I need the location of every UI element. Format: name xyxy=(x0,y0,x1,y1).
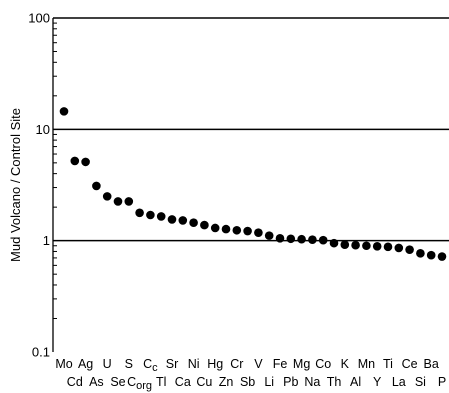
data-point xyxy=(156,212,166,221)
y-tick-label: 100 xyxy=(28,11,50,26)
data-point xyxy=(405,245,414,254)
x-tick-label: La xyxy=(392,375,406,389)
x-tick-label: Cu xyxy=(196,375,212,389)
y-tick-label: 0.1 xyxy=(32,345,50,360)
x-tick-label: Ca xyxy=(175,375,191,389)
x-tick-label: P xyxy=(438,375,446,389)
x-tick-label: Ba xyxy=(424,357,439,371)
data-point xyxy=(102,192,112,201)
data-point xyxy=(416,249,425,258)
data-point xyxy=(297,234,306,244)
data-point xyxy=(394,243,404,253)
y-tick-label: 10 xyxy=(36,122,50,137)
x-tick-label: Li xyxy=(264,375,274,389)
x-tick-label: Cd xyxy=(67,375,83,389)
data-point xyxy=(340,240,350,249)
data-point xyxy=(264,231,274,240)
data-point xyxy=(286,234,296,244)
data-point xyxy=(81,157,90,167)
data-point xyxy=(178,216,188,225)
x-tick-label: Ti xyxy=(383,357,393,371)
x-tick-label: Tl xyxy=(156,375,166,389)
x-tick-label: U xyxy=(103,357,112,371)
x-tick-label: Si xyxy=(415,375,426,389)
data-point xyxy=(210,223,220,233)
x-tick-label: K xyxy=(341,357,350,371)
data-point xyxy=(189,218,198,228)
data-point xyxy=(146,210,155,220)
data-point xyxy=(372,242,382,251)
x-tick-label: Mo xyxy=(55,357,72,371)
data-point xyxy=(92,181,101,191)
y-tick-label: 1 xyxy=(43,233,50,248)
data-point xyxy=(70,156,80,166)
x-tick-label: Mg xyxy=(293,357,310,371)
data-point xyxy=(221,224,231,234)
x-tick-label: Se xyxy=(110,375,125,389)
data-point xyxy=(351,240,360,250)
x-tick-label: V xyxy=(254,357,263,371)
data-point xyxy=(200,220,209,230)
data-point xyxy=(308,235,317,245)
x-tick-label: Mn xyxy=(358,357,375,371)
data-point xyxy=(59,107,69,116)
data-point xyxy=(135,208,144,218)
x-tick-label: Y xyxy=(373,375,382,389)
data-point xyxy=(167,215,177,224)
x-tick-label: Fe xyxy=(273,357,288,371)
x-tick-label: Cr xyxy=(230,357,243,371)
x-tick-label: Ce xyxy=(402,357,418,371)
x-tick-label: Cc xyxy=(143,357,158,374)
data-point xyxy=(329,238,339,248)
data-point xyxy=(362,241,371,251)
data-point xyxy=(275,234,285,243)
data-point xyxy=(232,225,242,235)
x-tick-label: Hg xyxy=(207,357,223,371)
x-tick-label: Sr xyxy=(166,357,179,371)
x-tick-label: Na xyxy=(304,375,320,389)
data-point xyxy=(383,242,393,252)
x-tick-label: Pb xyxy=(283,375,298,389)
data-point xyxy=(113,197,123,206)
x-tick-label: Ni xyxy=(188,357,200,371)
data-point xyxy=(437,252,447,261)
x-tick-label: Th xyxy=(327,375,342,389)
data-point xyxy=(426,250,436,260)
y-axis-label: Mud Volcano / Control Site xyxy=(8,108,23,262)
x-tick-label: Ag xyxy=(78,357,93,371)
x-tick-label: Co xyxy=(315,357,331,371)
x-tick-label: Zn xyxy=(219,375,234,389)
data-point xyxy=(124,197,134,206)
x-tick-label: Sb xyxy=(240,375,255,389)
x-tick-label: S xyxy=(125,357,133,371)
x-tick-label: As xyxy=(89,375,104,389)
data-point xyxy=(243,226,252,236)
x-tick-label: Al xyxy=(350,375,361,389)
x-tick-label: Corg xyxy=(127,375,152,392)
data-point xyxy=(318,235,328,245)
data-point xyxy=(254,228,263,237)
